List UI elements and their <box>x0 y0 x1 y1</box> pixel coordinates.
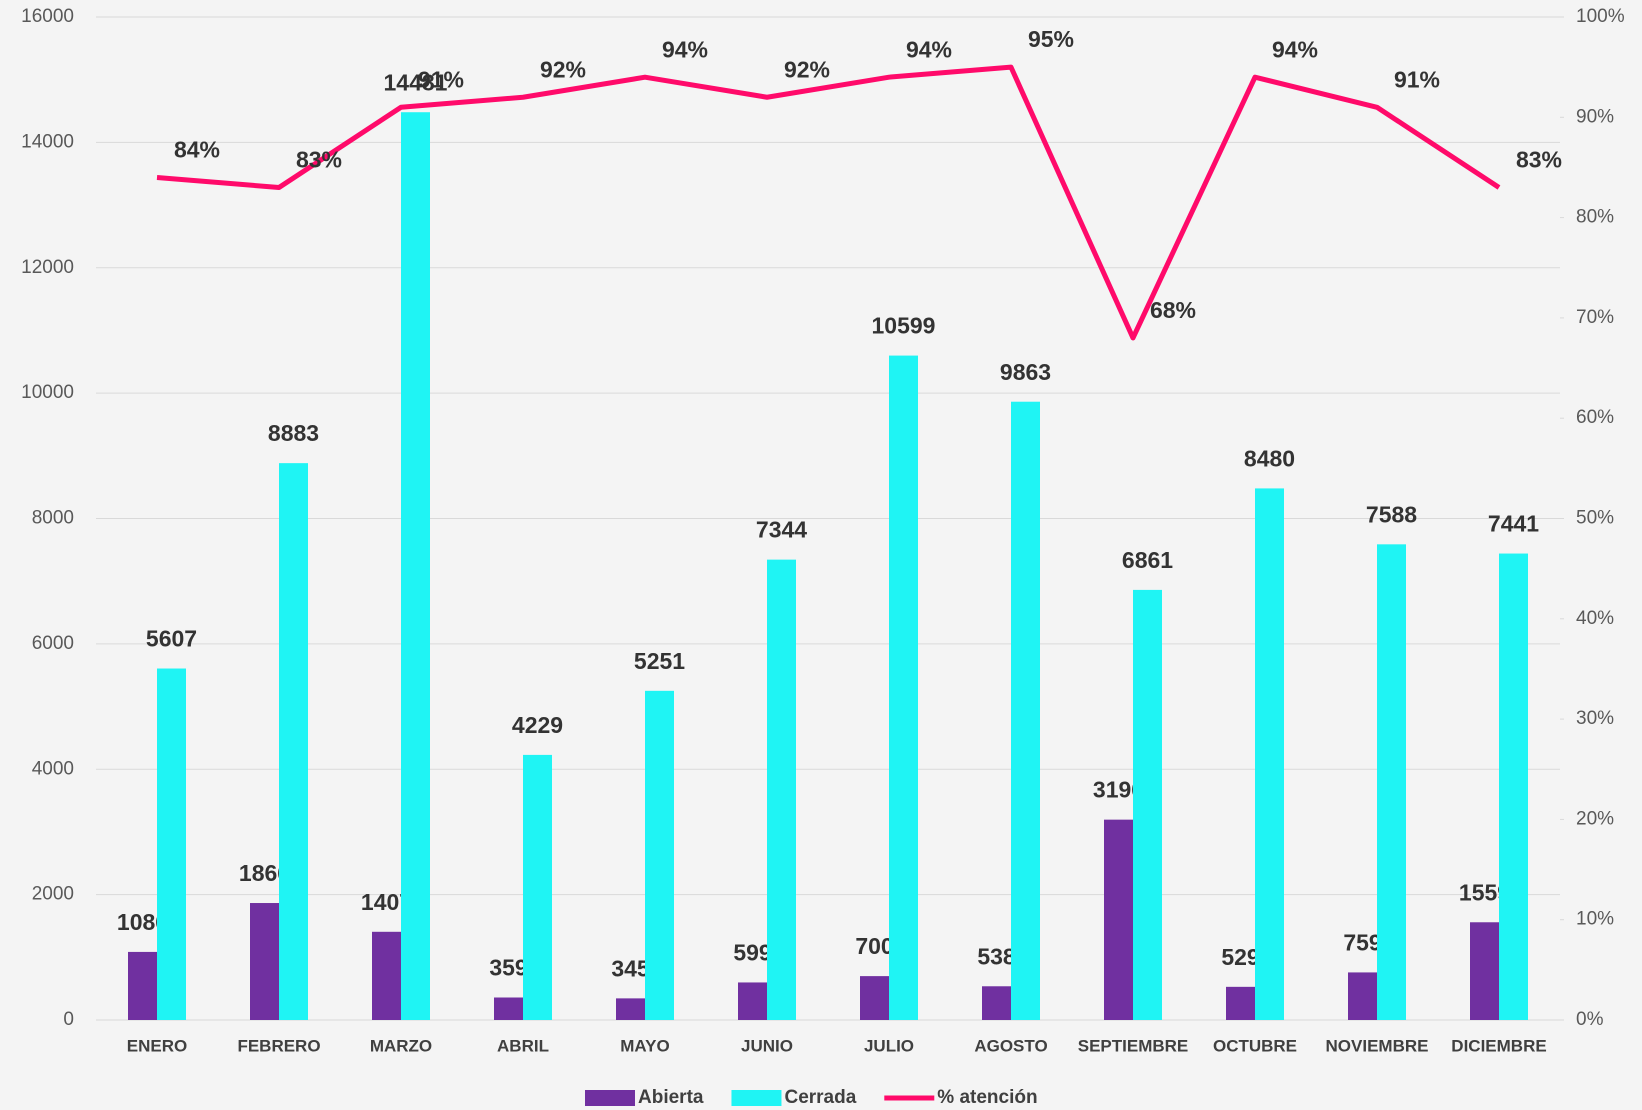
bar <box>1133 589 1162 1020</box>
data-label: 91% <box>1394 66 1440 92</box>
bar <box>1255 488 1284 1020</box>
bar <box>401 112 430 1021</box>
data-label: 759 <box>1343 929 1381 955</box>
bar <box>982 986 1011 1020</box>
data-label: 599 <box>733 940 771 966</box>
x-tick-label: MAYO <box>620 1036 669 1055</box>
x-tick-label: AGOSTO <box>974 1036 1047 1055</box>
bar <box>889 355 918 1020</box>
data-label: 5251 <box>634 648 685 674</box>
bar <box>279 463 308 1020</box>
legend-label: Cerrada <box>784 1087 856 1108</box>
x-tick-label: NOVIEMBRE <box>1326 1036 1429 1055</box>
y-tick-label: 2000 <box>32 884 74 905</box>
data-label: 10599 <box>872 313 936 339</box>
data-label: 84% <box>174 137 220 163</box>
y-tick-label: 14000 <box>21 131 74 152</box>
y2-tick-label: 40% <box>1576 608 1614 629</box>
x-tick-label: MARZO <box>370 1036 432 1055</box>
x-tick-label: ENERO <box>127 1036 187 1055</box>
data-label: 83% <box>1516 147 1562 173</box>
x-tick-label: FEBRERO <box>237 1036 320 1055</box>
y2-tick-label: 100% <box>1576 6 1625 27</box>
y-tick-label: 4000 <box>32 758 74 779</box>
y-tick-label: 16000 <box>21 6 74 27</box>
y2-tick-label: 50% <box>1576 508 1614 529</box>
data-label: 91% <box>418 66 464 92</box>
legend-swatch <box>585 1090 635 1106</box>
data-label: 5607 <box>146 626 197 652</box>
bar <box>645 690 674 1020</box>
y2-tick-label: 20% <box>1576 808 1614 829</box>
bar <box>1470 922 1499 1020</box>
data-label: 94% <box>906 36 952 62</box>
x-tick-label: DICIEMBRE <box>1451 1036 1546 1055</box>
y2-tick-label: 10% <box>1576 909 1614 930</box>
data-label: 94% <box>662 36 708 62</box>
bar <box>1499 553 1528 1020</box>
data-label: 6861 <box>1122 547 1173 573</box>
y-tick-label: 6000 <box>32 633 74 654</box>
bar <box>1348 972 1377 1020</box>
bar <box>1226 986 1255 1020</box>
data-label: 92% <box>784 56 830 82</box>
data-label: 345 <box>611 955 650 981</box>
legend-label: % atención <box>937 1087 1037 1108</box>
data-label: 8480 <box>1244 445 1295 471</box>
y2-tick-label: 80% <box>1576 207 1614 228</box>
bar <box>523 754 552 1020</box>
bar <box>250 903 279 1020</box>
data-label: 14481 <box>384 69 448 95</box>
bar <box>157 668 186 1020</box>
bar <box>860 976 889 1020</box>
bar <box>738 982 767 1020</box>
bar <box>372 931 401 1020</box>
bar <box>1377 544 1406 1020</box>
y2-tick-label: 60% <box>1576 407 1614 428</box>
x-tick-label: SEPTIEMBRE <box>1078 1036 1189 1055</box>
y2-tick-label: 0% <box>1576 1009 1604 1030</box>
y-tick-label: 10000 <box>21 382 74 403</box>
y-tick-label: 0 <box>63 1009 74 1030</box>
data-label: 9863 <box>1000 359 1051 385</box>
data-label: 7588 <box>1366 501 1417 527</box>
data-label: 83% <box>296 147 342 173</box>
data-label: 95% <box>1028 26 1074 52</box>
x-tick-label: JULIO <box>864 1036 914 1055</box>
x-tick-label: ABRIL <box>497 1036 549 1055</box>
data-label: 700 <box>855 933 893 959</box>
y-tick-label: 12000 <box>21 257 74 278</box>
x-tick-label: JUNIO <box>741 1036 793 1055</box>
legend-label: Abierta <box>638 1087 704 1108</box>
bar <box>1104 819 1133 1020</box>
legend-swatch <box>731 1090 782 1106</box>
bar <box>1011 401 1040 1020</box>
data-label: 529 <box>1221 944 1259 970</box>
data-label: 68% <box>1150 297 1196 323</box>
y2-tick-label: 90% <box>1576 106 1614 127</box>
data-label: 92% <box>540 56 586 82</box>
data-label: 7441 <box>1488 511 1539 537</box>
x-tick-label: OCTUBRE <box>1213 1036 1297 1055</box>
line <box>156 64 1501 341</box>
data-label: 359 <box>489 955 527 981</box>
y2-tick-label: 70% <box>1576 307 1614 328</box>
data-label: 7344 <box>756 517 807 543</box>
data-label: 538 <box>977 943 1016 969</box>
bar <box>767 559 796 1020</box>
data-label: 94% <box>1272 36 1318 62</box>
bar <box>616 998 645 1020</box>
bar <box>128 951 157 1020</box>
y-tick-label: 8000 <box>32 508 74 529</box>
data-label: 4229 <box>512 712 563 738</box>
bar <box>494 997 523 1020</box>
data-label: 8883 <box>268 420 319 446</box>
y2-tick-label: 30% <box>1576 708 1614 729</box>
